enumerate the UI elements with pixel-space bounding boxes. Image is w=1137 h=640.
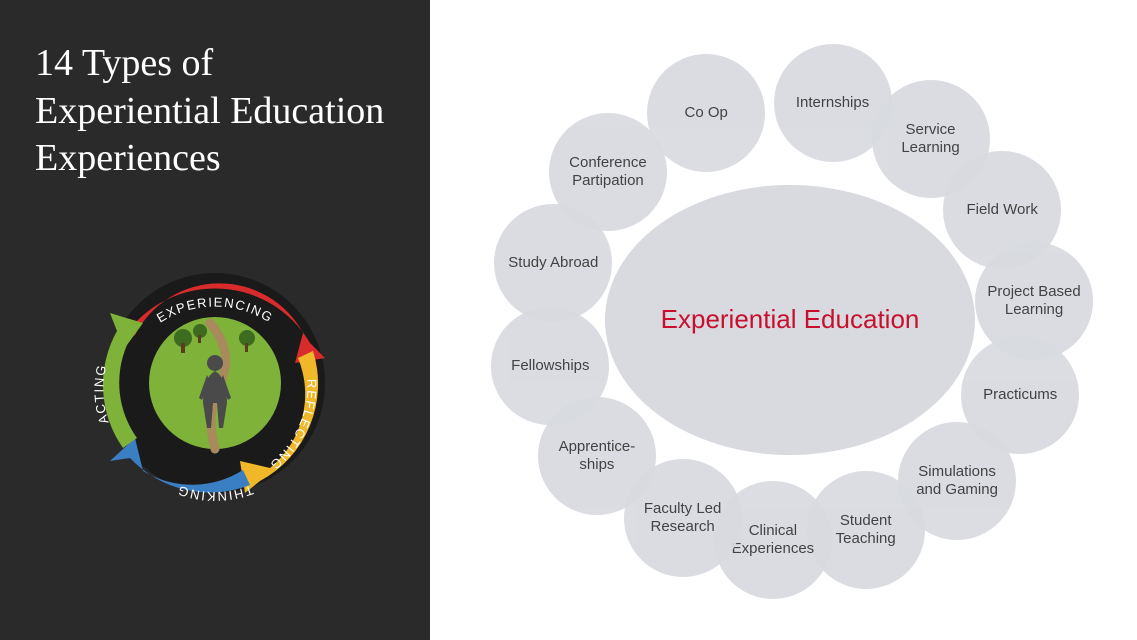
cycle-svg: EXPERIENCING REFLECTING THINKING ACTING: [55, 223, 375, 543]
page-title: 14 Types of Experiential Education Exper…: [35, 40, 395, 183]
type-circle: Fellowships: [491, 307, 609, 425]
left-panel: 14 Types of Experiential Education Exper…: [0, 0, 430, 640]
type-circle: Co Op: [647, 54, 765, 172]
center-ellipse: Experiential Education: [605, 185, 975, 455]
learning-cycle-diagram: EXPERIENCING REFLECTING THINKING ACTING: [55, 223, 375, 543]
right-panel: InternshipsService LearningField WorkPro…: [430, 0, 1137, 640]
circle-diagram: InternshipsService LearningField WorkPro…: [430, 0, 1137, 640]
